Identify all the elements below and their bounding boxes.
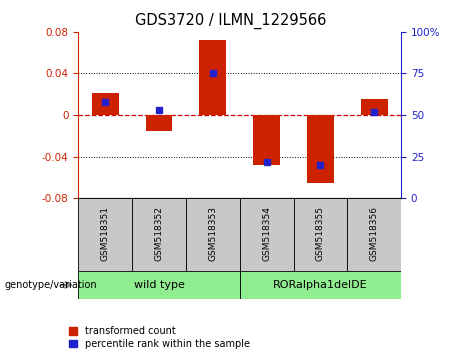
Text: GSM518356: GSM518356 [370,206,378,261]
Bar [132,198,186,271]
Bar [294,198,347,271]
Bar [146,115,172,131]
Text: wild type: wild type [134,280,184,290]
Bar [361,99,388,115]
Text: GSM518351: GSM518351 [101,206,110,261]
Legend: transformed count, percentile rank within the sample: transformed count, percentile rank withi… [70,326,250,349]
Text: GSM518353: GSM518353 [208,206,217,261]
Bar [240,272,401,298]
Bar [240,198,294,271]
Text: RORalpha1delDE: RORalpha1delDE [273,280,368,290]
Bar [186,198,240,271]
Text: GDS3720 / ILMN_1229566: GDS3720 / ILMN_1229566 [135,12,326,29]
Bar [307,115,334,183]
Text: GSM518354: GSM518354 [262,206,271,261]
Bar [92,93,118,115]
Text: genotype/variation: genotype/variation [5,280,97,290]
Bar [78,198,132,271]
Bar [78,272,240,298]
Bar [347,198,401,271]
Bar [199,40,226,115]
Bar [253,115,280,165]
Text: GSM518355: GSM518355 [316,206,325,261]
Text: GSM518352: GSM518352 [154,206,164,261]
